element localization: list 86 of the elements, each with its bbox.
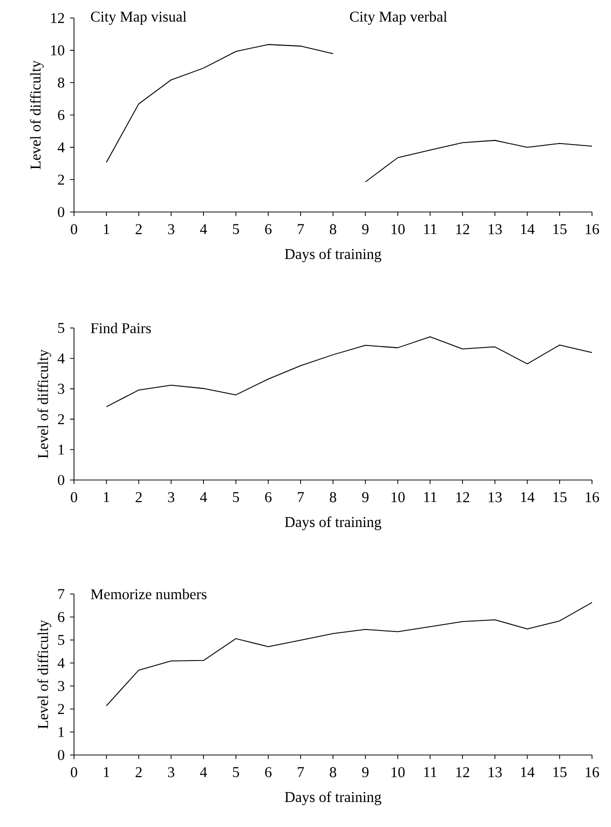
x-axis-title: Days of training [284, 516, 382, 530]
x-tick-label: 15 [553, 492, 567, 502]
y-tick-label: 4 [58, 142, 65, 152]
x-tick-label: 9 [362, 492, 368, 502]
x-tick-label: 4 [200, 492, 207, 502]
chart-title: Memorize numbers [90, 588, 206, 600]
y-tick-label: 1 [58, 727, 64, 737]
annotation: City Map visual [90, 11, 186, 25]
x-tick-label: 10 [392, 492, 405, 502]
x-tick-label: 8 [330, 492, 336, 502]
x-tick-label: 12 [456, 492, 470, 502]
x-tick-label: 0 [70, 224, 78, 234]
x-tick-label: 2 [136, 492, 142, 502]
y-tick-label: 5 [58, 635, 64, 645]
x-tick-label: 4 [200, 224, 207, 234]
y-tick-label: 6 [58, 110, 64, 120]
x-tick-label: 0 [70, 767, 78, 778]
x-tick-label: 5 [233, 224, 240, 234]
y-tick-label: 1 [58, 444, 64, 455]
y-tick-label: 0 [58, 206, 64, 218]
x-tick-label: 0 [70, 492, 78, 502]
y-tick-label: 2 [58, 704, 64, 714]
x-tick-label: 9 [362, 767, 368, 778]
x-tick-label: 3 [168, 492, 174, 502]
x-tick-label: 3 [168, 767, 174, 778]
annotation: City Map verbal [350, 11, 448, 25]
x-tick-label: 8 [330, 767, 336, 778]
x-tick-label: 13 [488, 492, 502, 502]
line-series [106, 602, 592, 706]
x-tick-label: 8 [330, 224, 336, 234]
y-tick-label: 0 [58, 474, 64, 486]
x-tick-label: 15 [553, 767, 567, 778]
x-tick-label: 6 [265, 224, 272, 234]
x-axis-title: Days of training [284, 791, 382, 806]
x-tick-label: 13 [488, 767, 502, 778]
x-axis-title: Days of training [284, 248, 382, 262]
y-tick-label: 4 [58, 658, 65, 668]
x-tick-label: 12 [456, 767, 470, 778]
y-tick-label: 2 [58, 414, 64, 424]
x-tick-label: 1 [104, 492, 110, 502]
y-tick-label: 7 [58, 589, 64, 599]
y-tick-label: 10 [51, 45, 64, 56]
x-tick-label: 4 [200, 767, 207, 778]
x-tick-label: 1 [104, 224, 110, 234]
y-tick-label: 8 [58, 78, 64, 88]
y-axis-title: Level of difficulty [37, 349, 52, 458]
x-tick-label: 2 [136, 224, 142, 234]
x-tick-label: 5 [233, 767, 240, 778]
y-tick-label: 3 [58, 680, 64, 692]
x-tick-label: 16 [586, 224, 600, 234]
y-tick-label: 0 [58, 750, 64, 760]
x-tick-label: 3 [168, 224, 174, 234]
x-tick-label: 6 [265, 492, 272, 502]
y-tick-label: 2 [58, 174, 64, 185]
x-tick-label: 15 [553, 224, 567, 234]
x-tick-label: 7 [298, 224, 304, 234]
line-series [106, 44, 334, 163]
line-series [106, 336, 592, 408]
y-axis-title: Level of difficulty [37, 620, 52, 729]
x-tick-label: 9 [362, 224, 368, 234]
x-tick-label: 13 [488, 224, 502, 234]
x-tick-label: 7 [298, 492, 304, 502]
x-tick-label: 11 [424, 224, 436, 234]
x-tick-label: 14 [521, 224, 534, 234]
x-tick-label: 6 [265, 767, 272, 778]
y-axis-title: Level of difficulty [30, 60, 44, 170]
x-tick-label: 14 [521, 492, 534, 502]
chart-title: Find Pairs [90, 322, 151, 334]
y-tick-label: 4 [58, 353, 65, 364]
x-tick-label: 2 [136, 767, 142, 778]
x-tick-label: 16 [586, 767, 600, 778]
x-tick-label: 10 [392, 767, 405, 778]
x-tick-label: 11 [424, 492, 436, 502]
y-tick-label: 12 [51, 13, 64, 23]
x-tick-label: 10 [392, 224, 405, 234]
y-tick-label: 3 [58, 384, 64, 394]
x-tick-label: 5 [233, 492, 240, 502]
y-tick-label: 5 [58, 323, 64, 333]
x-tick-label: 14 [521, 767, 534, 778]
x-tick-label: 11 [424, 767, 436, 778]
x-tick-label: 12 [456, 224, 470, 234]
y-tick-label: 6 [58, 612, 64, 622]
x-tick-label: 7 [298, 767, 304, 777]
line-series [364, 140, 592, 182]
x-tick-label: 1 [104, 767, 110, 778]
x-tick-label: 16 [586, 492, 600, 502]
